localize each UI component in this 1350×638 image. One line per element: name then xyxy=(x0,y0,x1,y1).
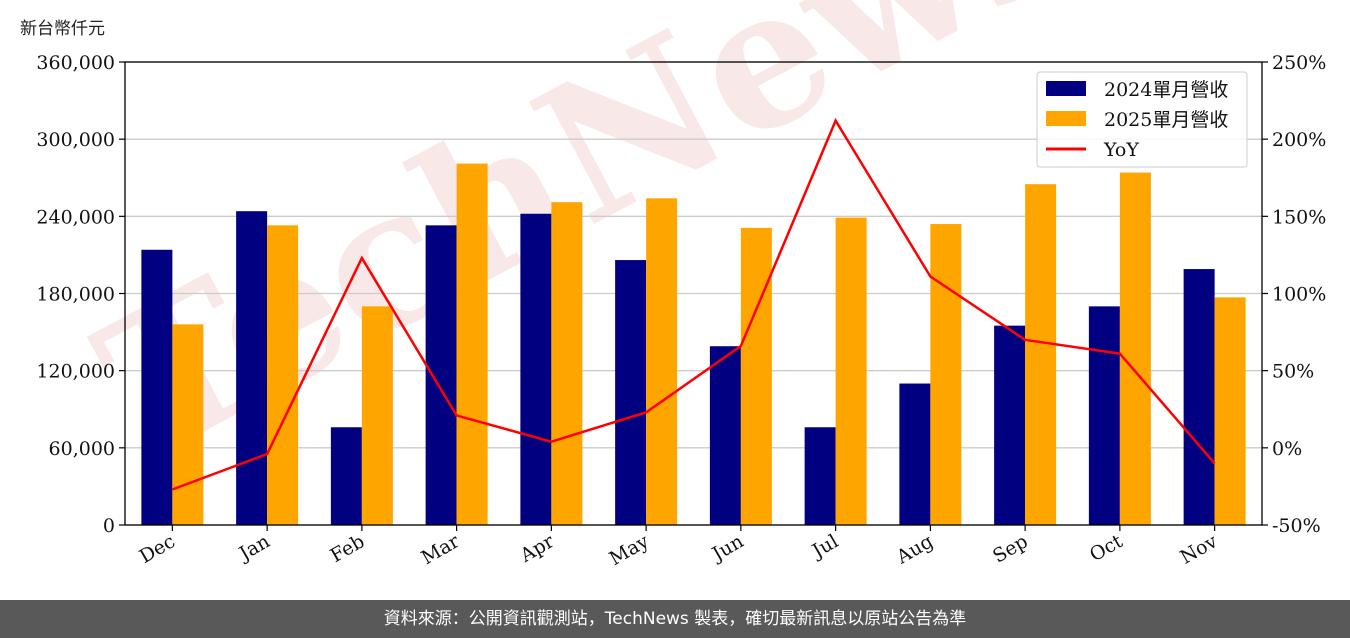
bar-2024 xyxy=(899,383,931,525)
bar-2024 xyxy=(141,249,173,525)
bar-2024 xyxy=(1183,269,1215,525)
bar-2025 xyxy=(930,224,962,526)
bar-2025 xyxy=(835,217,867,525)
legend-label: 2024單月營收 xyxy=(1104,79,1228,101)
x-tick-label: Mar xyxy=(418,530,464,569)
x-tick-label: Sep xyxy=(989,530,1032,567)
x-tick-label: Oct xyxy=(1086,530,1127,566)
right-tick-label: 0% xyxy=(1272,438,1302,460)
bar-2025 xyxy=(740,227,772,526)
legend-label: 2025單月營收 xyxy=(1104,109,1228,131)
bars-group xyxy=(141,163,1246,526)
revenue-chart: TechNews 060,000120,000180,000240,000300… xyxy=(36,0,1326,570)
legend: 2024單月營收 2025單月營收 YoY xyxy=(1036,71,1248,168)
left-tick-label: 60,000 xyxy=(49,438,115,460)
right-tick-label: 100% xyxy=(1272,284,1326,306)
bar-2024 xyxy=(236,211,268,525)
bar-2024 xyxy=(994,325,1026,525)
bar-2025 xyxy=(361,306,393,525)
x-tick-label: Nov xyxy=(1177,530,1222,569)
yoy-line xyxy=(171,117,1216,491)
left-tick-label: 120,000 xyxy=(36,361,115,383)
x-tick-label: Aug xyxy=(892,530,937,569)
bar-2024 xyxy=(804,427,836,525)
x-tick-label: Jan xyxy=(234,530,274,566)
bar-2025 xyxy=(646,198,678,526)
right-tick-label: 200% xyxy=(1272,129,1326,151)
bar-2024 xyxy=(330,427,362,525)
legend-swatch xyxy=(1046,81,1086,96)
right-tick-label: -50% xyxy=(1272,515,1321,537)
x-tick-label: Jul xyxy=(807,530,842,563)
left-tick-label: 360,000 xyxy=(36,52,115,74)
x-tick-label: Dec xyxy=(136,530,179,568)
x-tick-label: May xyxy=(606,530,653,570)
bar-2025 xyxy=(1025,184,1057,526)
yoy-line-group xyxy=(171,117,1216,491)
bar-2025 xyxy=(456,163,488,525)
bar-2024 xyxy=(615,260,647,525)
legend-box xyxy=(1036,71,1248,168)
bar-2025 xyxy=(1119,172,1151,525)
legend-label: YoY xyxy=(1103,139,1139,161)
bar-2024 xyxy=(425,225,457,525)
bar-2025 xyxy=(172,324,204,525)
legend-swatch xyxy=(1046,111,1086,126)
left-tick-label: 300,000 xyxy=(36,129,115,151)
left-tick-label: 240,000 xyxy=(36,206,115,228)
x-tick-label: Jun xyxy=(707,530,748,566)
bar-2025 xyxy=(267,225,299,525)
bar-2025 xyxy=(1214,297,1246,525)
bar-2024 xyxy=(709,346,741,525)
x-tick-label: Feb xyxy=(327,530,369,567)
right-tick-label: 250% xyxy=(1272,52,1326,74)
x-tick-label: Apr xyxy=(516,530,559,567)
bar-2024 xyxy=(1088,306,1120,525)
y-axis-unit-label: 新台幣仟元 xyxy=(20,19,105,39)
source-footer: 資料來源：公開資訊觀測站，TechNews 製表，確切最新訊息以原站公告為準 xyxy=(0,600,1350,638)
left-tick-label: 180,000 xyxy=(36,284,115,306)
bar-2025 xyxy=(551,202,583,526)
left-tick-label: 0 xyxy=(103,515,115,537)
right-tick-label: 150% xyxy=(1272,206,1326,228)
bar-2024 xyxy=(520,213,552,525)
right-tick-label: 50% xyxy=(1272,361,1314,383)
